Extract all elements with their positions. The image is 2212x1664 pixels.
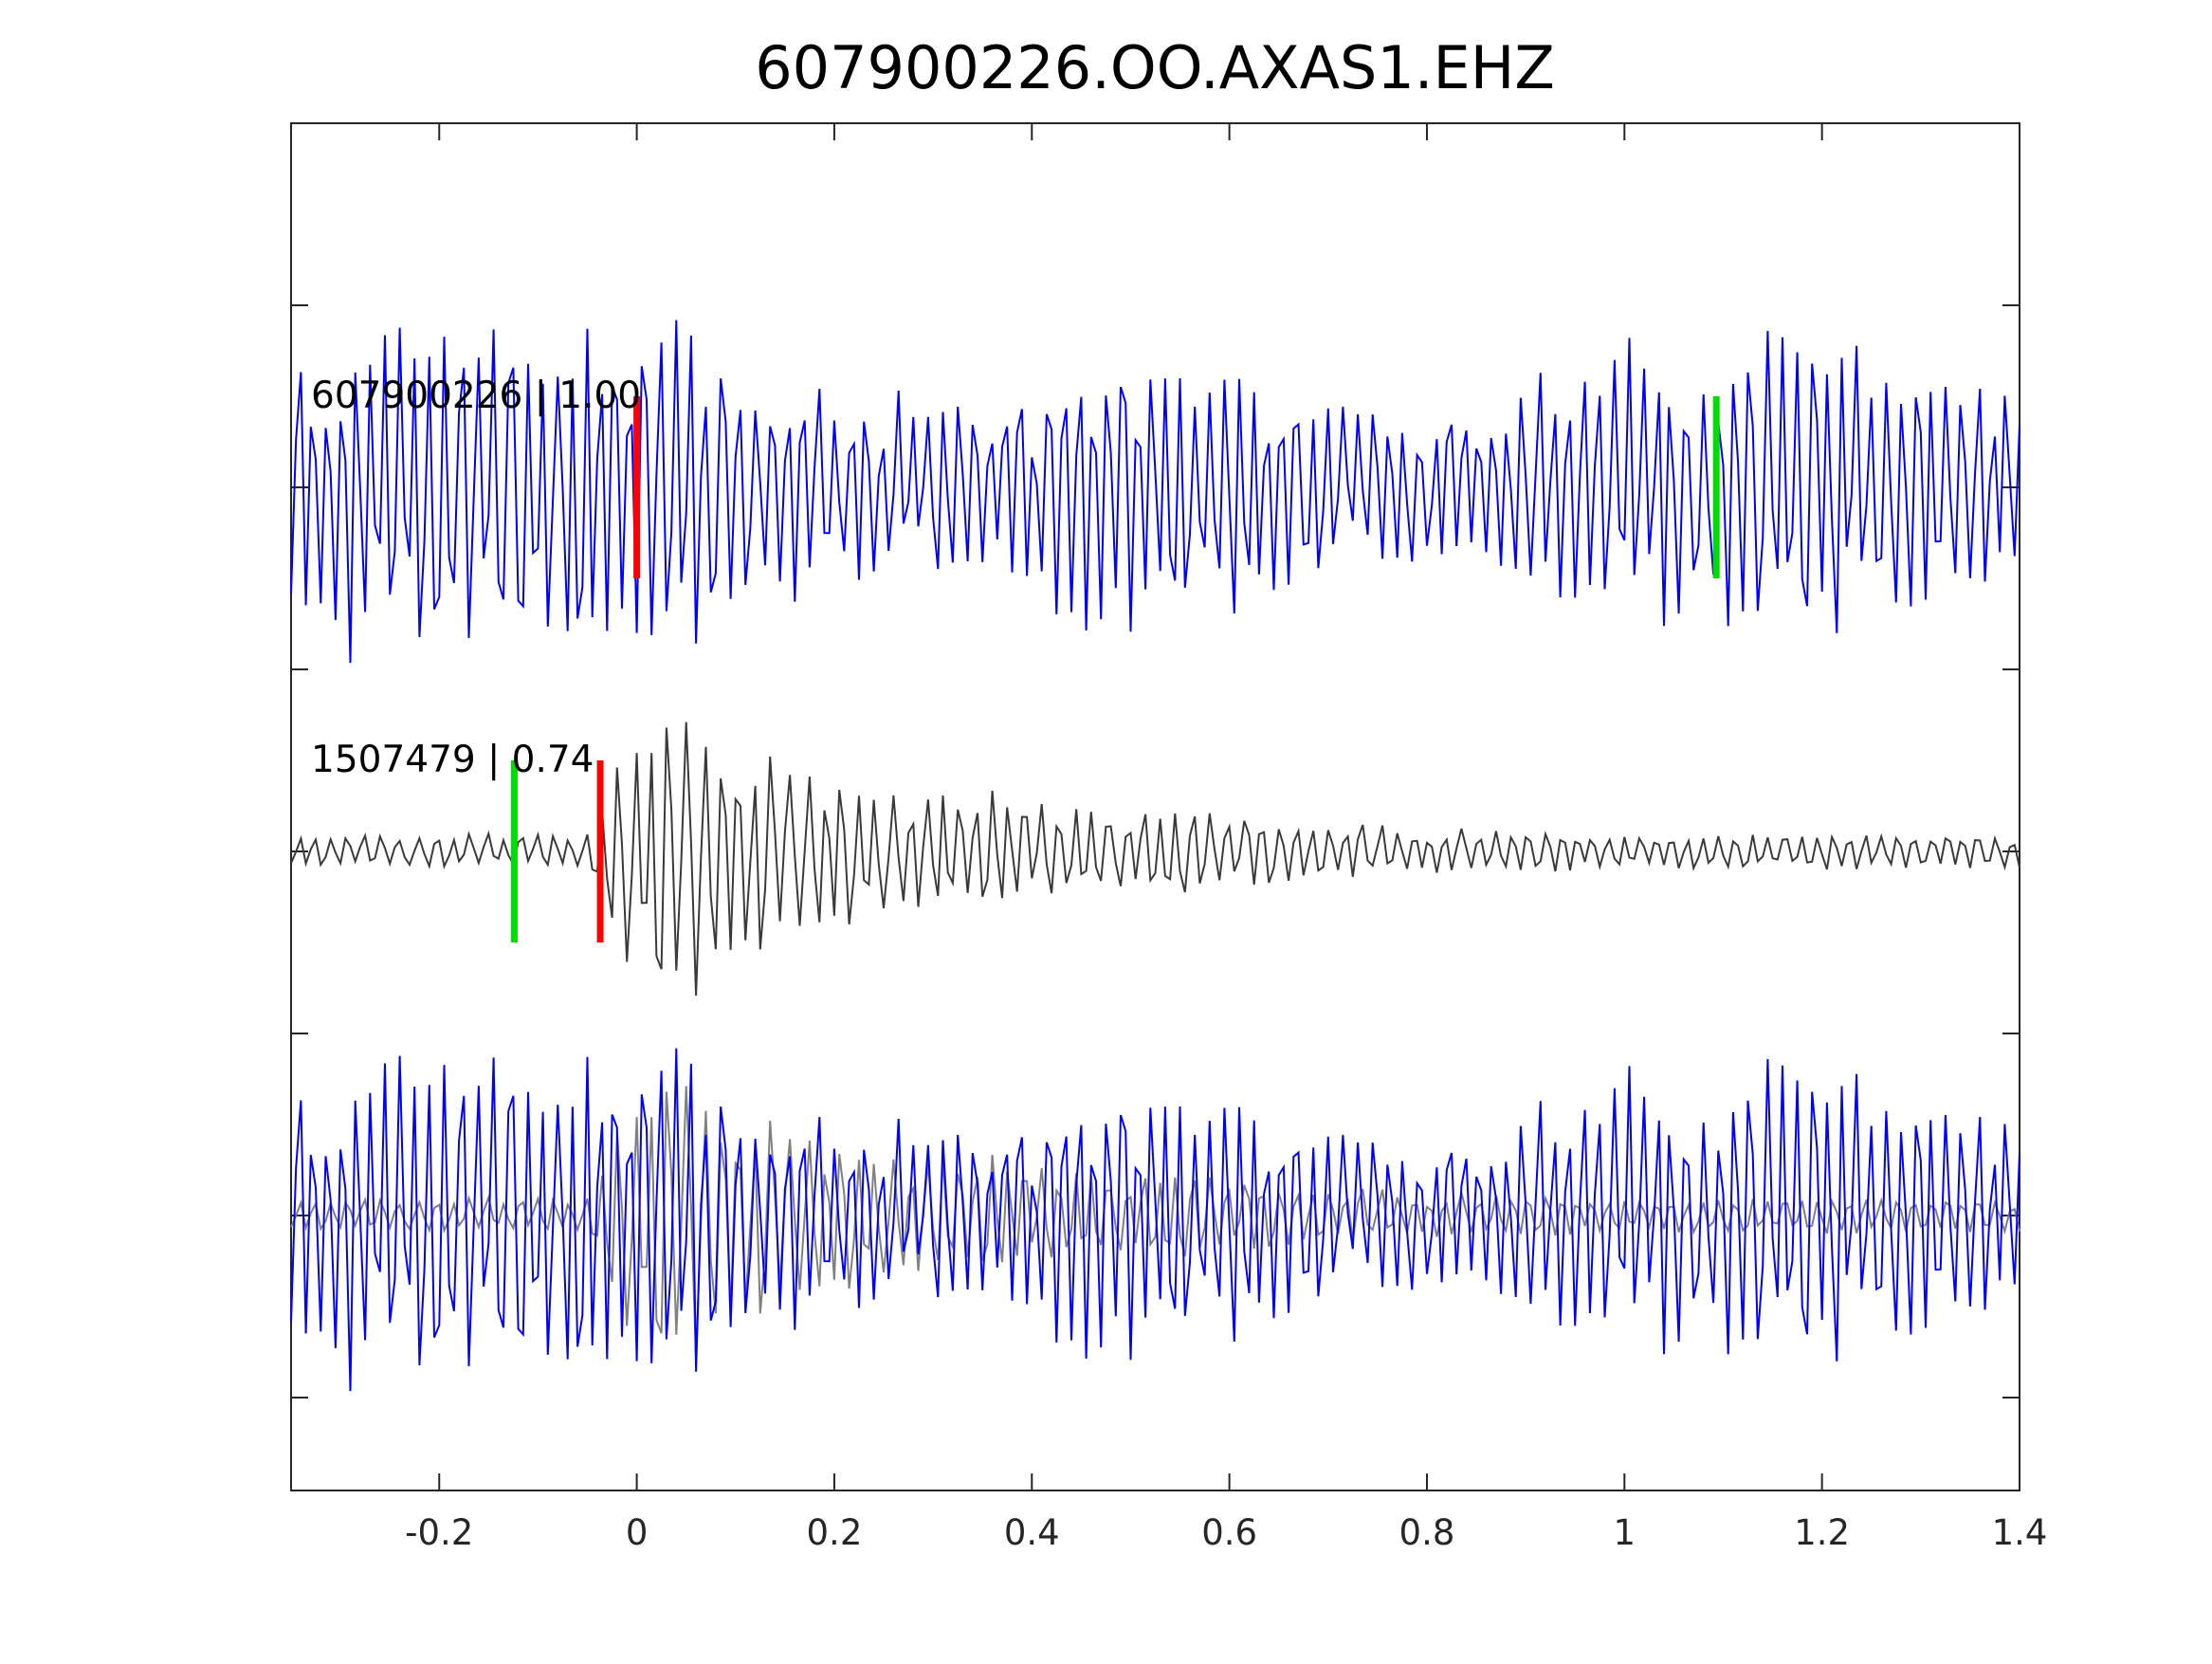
x-tick-label: 1.4 — [1992, 1512, 2048, 1553]
trace-label: 1507479 | 0.74 — [311, 739, 594, 781]
x-tick-label: 0.4 — [1004, 1512, 1060, 1553]
chart-title: 607900226.OO.AXAS1.EHZ — [755, 33, 1555, 102]
x-tick-label: -0.2 — [405, 1512, 473, 1553]
x-tick-label: 0.6 — [1201, 1512, 1257, 1553]
x-tick-label: 0.8 — [1399, 1512, 1455, 1553]
series-line-607900226 — [290, 320, 2020, 664]
axes-frame — [290, 122, 2020, 1491]
series-line-1507479 — [290, 722, 2020, 997]
x-tick-label: 1.2 — [1794, 1512, 1850, 1553]
overlay-line-1507479 — [290, 1086, 2020, 1361]
x-tick-label: 1 — [1614, 1512, 1636, 1553]
trace-label: 607900226 | 1.00 — [311, 375, 641, 417]
plot-area: -0.2 0 0.2 0.4 0.6 0.8 1 1.2 1.4 607900226 | 1.00… — [290, 122, 2048, 1553]
x-tick-label: 0 — [626, 1512, 649, 1553]
overlay-line-607900226 — [290, 1048, 2020, 1392]
x-tick-label: 0.2 — [807, 1512, 863, 1553]
